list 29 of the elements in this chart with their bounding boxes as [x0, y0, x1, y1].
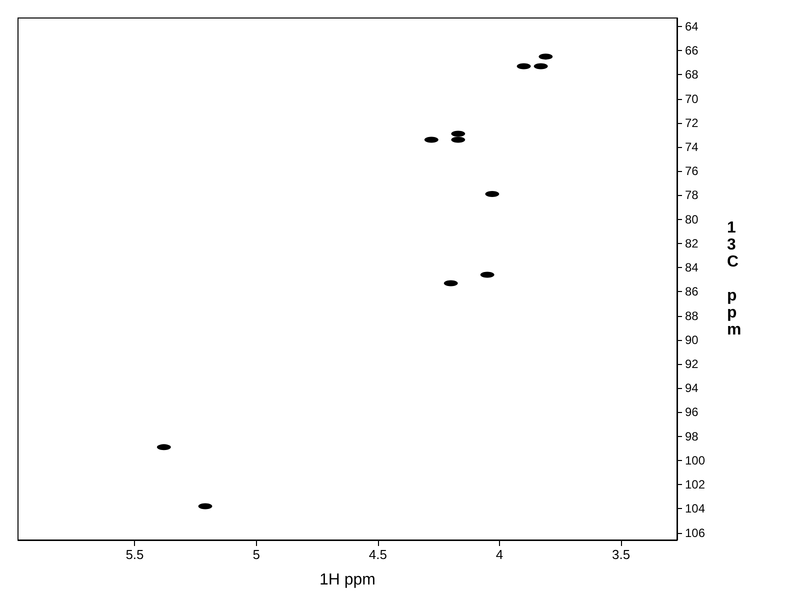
- y-tick-label: 66: [685, 44, 699, 58]
- y-axis-title: 13C ppm: [727, 220, 742, 338]
- y-tick-label: 74: [685, 140, 699, 154]
- x-axis-title: 1H ppm: [319, 572, 376, 588]
- y-tick-label: 90: [685, 332, 699, 347]
- y-tick-label: 76: [685, 164, 699, 178]
- y-tick-label: 106: [685, 526, 706, 540]
- y-tick-label: 80: [685, 212, 699, 226]
- y-tick-label: 72: [685, 116, 699, 130]
- y-tick-label: 82: [685, 236, 699, 250]
- y-tick-label: 68: [685, 68, 699, 82]
- x-tick-label: 4.5: [368, 547, 387, 562]
- y-tick-label: 86: [685, 284, 699, 299]
- y-tick-label: 64: [685, 19, 699, 34]
- y-tick-label: 84: [685, 260, 699, 275]
- y-tick-label: 96: [685, 405, 699, 420]
- y-tick-label: 88: [685, 308, 699, 323]
- y-tick-label: 102: [685, 478, 706, 492]
- x-tick-label: 4: [496, 547, 504, 562]
- y-tick-label: 104: [685, 502, 706, 516]
- y-tick-label: 78: [685, 188, 699, 202]
- y-tick-label: 98: [685, 429, 699, 444]
- y-tick-label: 100: [685, 453, 706, 468]
- x-tick-label: 5: [252, 547, 260, 562]
- y-tick-label: 92: [685, 356, 699, 371]
- x-tick-label: 5.5: [126, 547, 144, 562]
- x-tick-label: 3.5: [612, 547, 630, 562]
- y-tick-label: 94: [685, 381, 699, 396]
- y-tick-label: 70: [685, 92, 699, 106]
